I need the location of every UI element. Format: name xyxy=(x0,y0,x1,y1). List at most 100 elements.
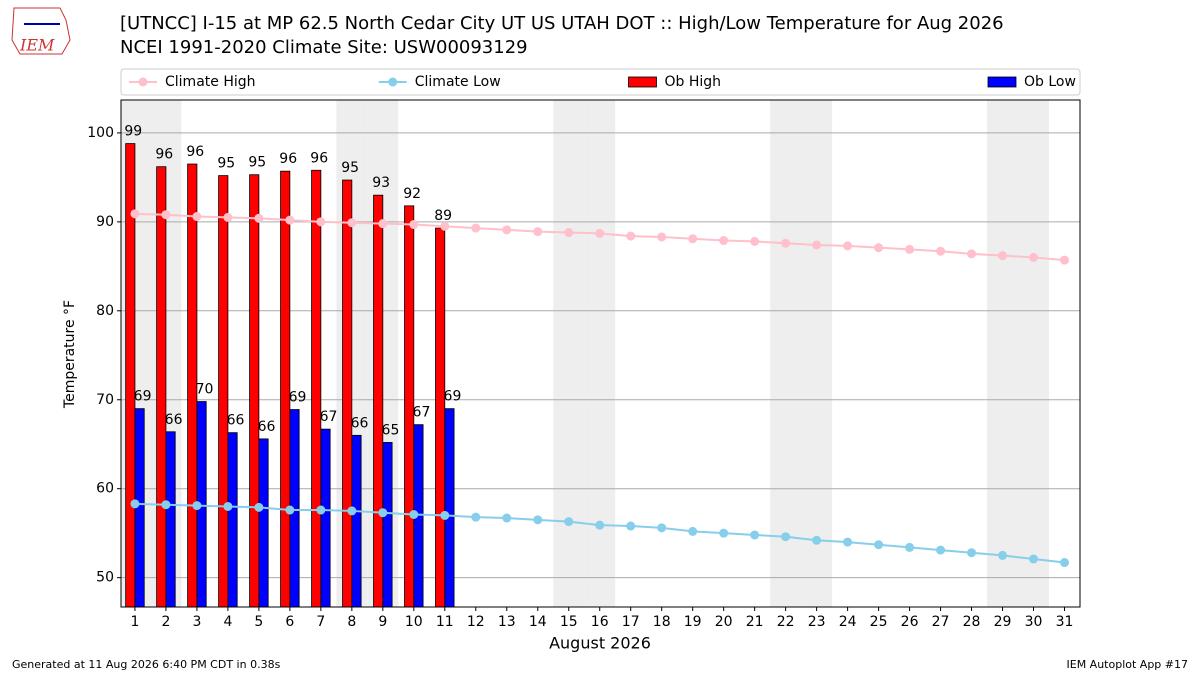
bar xyxy=(218,175,229,608)
point xyxy=(254,502,264,512)
bar xyxy=(444,408,455,608)
point xyxy=(595,520,605,530)
x-tick-label: 31 xyxy=(1056,614,1074,630)
value-label: 96 xyxy=(155,147,173,163)
value-label: 95 xyxy=(248,155,266,171)
point xyxy=(719,528,729,538)
legend-label: Ob Low xyxy=(1024,74,1076,90)
point xyxy=(1060,558,1070,568)
point xyxy=(781,238,791,248)
value-label: 92 xyxy=(403,186,421,202)
point xyxy=(626,521,636,531)
x-tick-label: 25 xyxy=(870,614,888,630)
highlight-band xyxy=(801,100,833,607)
value-label: 66 xyxy=(165,412,183,428)
point xyxy=(688,526,698,536)
x-tick-label: 22 xyxy=(777,614,795,630)
point xyxy=(967,249,977,259)
point xyxy=(688,234,698,244)
highlight-band xyxy=(553,100,585,607)
value-label: 95 xyxy=(341,160,359,176)
point xyxy=(657,523,667,533)
y-tick-label: 60 xyxy=(96,481,114,497)
x-tick-label: 6 xyxy=(285,614,294,630)
legend-label: Ob High xyxy=(665,74,722,90)
bar xyxy=(165,431,176,608)
footer-right: IEM Autoplot App #17 xyxy=(1067,658,1189,671)
x-tick-label: 16 xyxy=(591,614,609,630)
logo-text: IEM xyxy=(19,36,55,55)
y-axis-label: Temperature °F xyxy=(62,300,78,409)
point xyxy=(843,537,853,547)
legend-marker xyxy=(388,77,398,87)
legend-marker xyxy=(138,77,148,87)
bar xyxy=(156,166,167,608)
point xyxy=(657,232,667,242)
point xyxy=(285,215,295,225)
bar xyxy=(342,179,353,608)
point xyxy=(409,509,419,519)
point xyxy=(998,550,1008,560)
point xyxy=(936,246,946,256)
bar xyxy=(435,227,446,608)
legend-label: Climate Low xyxy=(415,74,501,90)
highlight-band xyxy=(584,100,616,607)
footer-left: Generated at 11 Aug 2026 6:40 PM CDT in … xyxy=(12,658,281,671)
logo-outline xyxy=(11,7,71,55)
x-tick-label: 28 xyxy=(963,614,981,630)
bar xyxy=(320,428,331,608)
x-tick-label: 23 xyxy=(808,614,826,630)
value-label: 69 xyxy=(134,389,152,405)
x-tick-label: 4 xyxy=(223,614,232,630)
point xyxy=(409,220,419,230)
point xyxy=(223,501,233,511)
legend-box xyxy=(120,68,1081,96)
value-label: 69 xyxy=(289,390,307,406)
value-label: 95 xyxy=(217,156,235,172)
x-tick-label: 15 xyxy=(560,614,578,630)
legend-swatch xyxy=(628,76,657,88)
value-label: 66 xyxy=(258,419,276,435)
legend-swatch xyxy=(987,76,1017,88)
x-tick-label: 17 xyxy=(622,614,640,630)
point xyxy=(161,210,171,220)
value-label: 89 xyxy=(434,208,452,224)
value-label: 69 xyxy=(444,389,462,405)
point xyxy=(223,212,233,222)
x-tick-label: 27 xyxy=(932,614,950,630)
bar xyxy=(249,174,260,608)
point xyxy=(533,515,543,525)
legend-label: Climate High xyxy=(165,74,256,90)
point xyxy=(905,542,915,552)
x-tick-label: 14 xyxy=(529,614,547,630)
value-label: 99 xyxy=(124,124,142,140)
value-label: 96 xyxy=(279,151,297,167)
bar xyxy=(382,442,393,608)
point xyxy=(781,532,791,542)
value-label: 66 xyxy=(351,415,369,431)
point xyxy=(905,244,915,254)
y-tick-label: 100 xyxy=(87,125,114,141)
x-tick-label: 9 xyxy=(378,614,387,630)
point xyxy=(316,217,326,227)
point xyxy=(471,223,481,233)
point xyxy=(316,505,326,515)
x-tick-label: 2 xyxy=(161,614,170,630)
point xyxy=(750,236,760,246)
bar xyxy=(351,434,362,608)
highlight-band xyxy=(770,100,802,607)
chart-subtitle: NCEI 1991-2020 Climate Site: USW00093129 xyxy=(120,37,528,58)
plot-frame xyxy=(120,99,1081,608)
x-tick-label: 19 xyxy=(684,614,702,630)
point xyxy=(378,219,388,229)
x-tick-label: 30 xyxy=(1025,614,1043,630)
x-tick-label: 21 xyxy=(746,614,764,630)
point xyxy=(812,240,822,250)
point xyxy=(998,251,1008,261)
value-label: 96 xyxy=(310,150,328,166)
x-tick-label: 20 xyxy=(715,614,733,630)
bar xyxy=(258,438,269,608)
point xyxy=(1060,255,1070,265)
value-label: 67 xyxy=(413,405,431,421)
